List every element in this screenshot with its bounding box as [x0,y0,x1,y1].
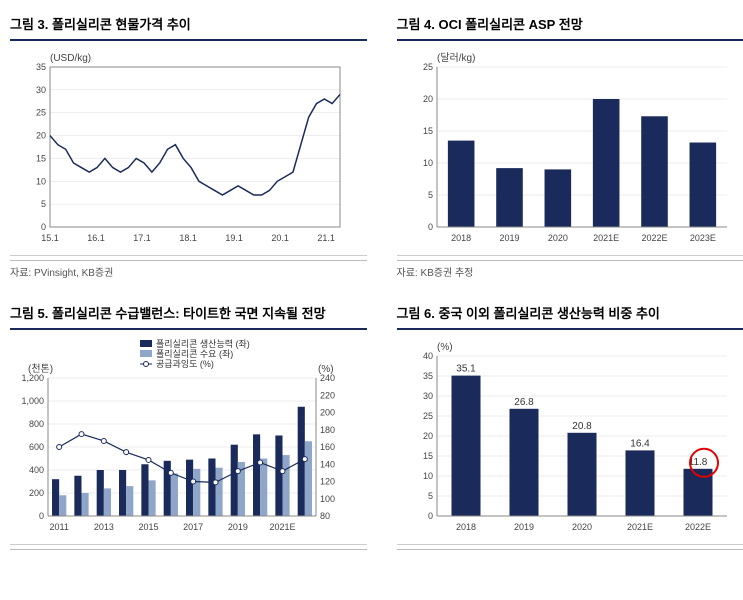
svg-text:20: 20 [36,131,46,141]
svg-text:17.1: 17.1 [133,233,151,243]
panel-5-title: 그림 5. 폴리실리콘 수급밸런스: 타이트한 국면 지속될 전망 [10,299,367,330]
svg-text:10: 10 [36,176,46,186]
svg-text:20: 20 [422,94,432,104]
svg-text:180: 180 [320,425,335,435]
svg-text:1,200: 1,200 [21,373,44,383]
svg-text:26.8: 26.8 [514,397,534,408]
svg-text:120: 120 [320,477,335,487]
panel-5-chart: 폴리실리콘 생산능력 (좌)폴리실리콘 수요 (좌)공급과잉도 (%)(천톤)(… [10,338,367,545]
panel-3-title: 그림 3. 폴리실리콘 현물가격 추이 [10,10,367,41]
panel-4-chart: (달러/kg) 0 5 10 15 20 25 2018 2019 2020 2021E 2022E 2… [397,49,743,256]
svg-text:35: 35 [36,62,46,72]
svg-text:0: 0 [427,511,432,521]
svg-text:2023E: 2023E [689,233,715,243]
svg-text:2013: 2013 [94,522,114,532]
svg-text:폴리실리콘 생산능력 (좌): 폴리실리콘 생산능력 (좌) [156,338,250,349]
svg-text:2019: 2019 [499,233,519,243]
svg-text:220: 220 [320,390,335,400]
svg-text:2017: 2017 [183,522,203,532]
svg-text:80: 80 [320,511,330,521]
svg-text:2022E: 2022E [684,522,710,532]
svg-text:(달러/kg): (달러/kg) [437,52,475,64]
svg-text:2021E: 2021E [593,233,619,243]
svg-text:20.8: 20.8 [572,421,592,432]
svg-text:2020: 2020 [571,522,591,532]
panel-6: 그림 6. 중국 이외 폴리실리콘 생산능력 비중 추이 (%) 0 5 10 15 20… [397,299,743,553]
svg-text:2021E: 2021E [269,522,295,532]
svg-text:30: 30 [422,391,432,401]
svg-text:2022E: 2022E [641,233,667,243]
svg-text:15.1: 15.1 [41,233,59,243]
svg-text:0: 0 [427,222,432,232]
svg-text:600: 600 [29,442,44,452]
svg-text:400: 400 [29,465,44,475]
svg-text:18.1: 18.1 [179,233,197,243]
svg-text:1,000: 1,000 [21,396,44,406]
svg-text:100: 100 [320,494,335,504]
svg-text:160: 160 [320,442,335,452]
svg-text:2019: 2019 [513,522,533,532]
svg-text:200: 200 [320,408,335,418]
svg-text:0: 0 [41,222,46,232]
panel-5: 그림 5. 폴리실리콘 수급밸런스: 타이트한 국면 지속될 전망 폴리실리콘 … [10,299,367,553]
svg-text:(%): (%) [437,342,453,353]
panel-4-title: 그림 4. OCI 폴리실리콘 ASP 전망 [397,10,743,41]
svg-text:19.1: 19.1 [225,233,243,243]
svg-text:25: 25 [422,62,432,72]
panel-4: 그림 4. OCI 폴리실리콘 ASP 전망 (달러/kg) 0 5 10 15 20 25… [397,10,743,279]
panel-3: 그림 3. 폴리실리콘 현물가격 추이 (USD/kg) 0 5 10 15 20 25 30… [10,10,367,279]
svg-text:25: 25 [36,108,46,118]
svg-text:2020: 2020 [547,233,567,243]
svg-text:35.1: 35.1 [456,364,476,375]
panel-5-source [10,549,367,553]
svg-text:10: 10 [422,158,432,168]
panel-3-chart: (USD/kg) 0 5 10 15 20 25 30 35 15.1 16.1 17.1 18.1 19… [10,49,367,256]
svg-text:2018: 2018 [451,233,471,243]
svg-text:공급과잉도 (%): 공급과잉도 (%) [156,358,214,369]
panel-6-title: 그림 6. 중국 이외 폴리실리콘 생산능력 비중 추이 [397,299,743,330]
svg-text:15: 15 [422,451,432,461]
svg-text:15: 15 [422,126,432,136]
svg-text:140: 140 [320,459,335,469]
svg-text:2015: 2015 [138,522,158,532]
svg-text:21.1: 21.1 [317,233,335,243]
svg-text:20: 20 [422,431,432,441]
svg-text:35: 35 [422,371,432,381]
svg-text:20.1: 20.1 [271,233,289,243]
svg-text:0: 0 [39,511,44,521]
svg-text:25: 25 [422,411,432,421]
panel-3-source: 자료: PVinsight, KB증권 [10,260,367,279]
svg-text:2019: 2019 [228,522,248,532]
svg-text:5: 5 [427,491,432,501]
svg-text:5: 5 [41,199,46,209]
panel-6-chart: (%) 0 5 10 15 20 25 30 35 40 35.1 2018 26.8 2019 20.8 2… [397,338,743,545]
panel-6-source [397,549,743,553]
svg-text:2021E: 2021E [626,522,652,532]
svg-text:폴리실리콘 수요 (좌): 폴리실리콘 수요 (좌) [156,349,233,359]
chart-grid: 그림 3. 폴리실리콘 현물가격 추이 (USD/kg) 0 5 10 15 20 25 30… [10,10,743,553]
panel-4-source: 자료: KB증권 추정 [397,260,743,279]
svg-text:2018: 2018 [455,522,475,532]
svg-text:40: 40 [422,351,432,361]
svg-text:(USD/kg): (USD/kg) [50,53,91,64]
svg-text:30: 30 [36,85,46,95]
svg-text:5: 5 [427,190,432,200]
svg-text:200: 200 [29,488,44,498]
svg-text:10: 10 [422,471,432,481]
svg-text:2011: 2011 [49,522,68,532]
svg-text:800: 800 [29,419,44,429]
svg-text:16.1: 16.1 [87,233,105,243]
svg-text:16.4: 16.4 [630,438,650,449]
svg-text:240: 240 [320,373,335,383]
svg-text:15: 15 [36,153,46,163]
